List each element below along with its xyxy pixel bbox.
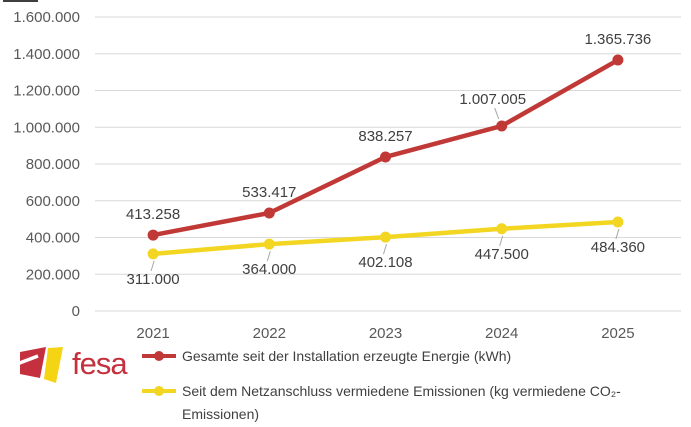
y-axis-tick-label: 1.600.000 — [13, 9, 80, 26]
legend-label-energy: Gesamte seit der Installation erzeugte E… — [182, 348, 512, 364]
series-energy: 413.258 533.417 838.257 1.007.005 1.365.736 — [126, 31, 651, 241]
legend-marker-emissions-icon — [142, 386, 176, 397]
chart-axes: 0 200.000 400.000 600.000 800.000 1.000.000 1.… — [13, 9, 681, 342]
y-axis-tick-label: 600.000 — [26, 193, 80, 210]
data-point-label: 447.500 — [475, 246, 529, 263]
y-axis-tick-label: 400.000 — [26, 230, 80, 247]
data-point-label: 402.108 — [358, 254, 412, 271]
y-axis-tick-label: 1.000.000 — [13, 119, 80, 136]
data-point-label: 1.365.736 — [585, 31, 652, 48]
data-point-marker — [380, 151, 391, 163]
data-point-label: 484.360 — [591, 239, 645, 256]
y-axis-tick-label: 800.000 — [26, 156, 80, 173]
data-point-label: 838.257 — [358, 128, 412, 145]
series-emissions: 311.000 364.000 402.108 447.500 484.360 — [127, 216, 645, 288]
fesa-logo-text: fesa — [72, 346, 128, 381]
energy-emissions-chart: 0 200.000 400.000 600.000 800.000 1.000.000 1.… — [13, 9, 681, 342]
data-point-marker — [496, 223, 508, 235]
data-point-marker — [147, 248, 159, 260]
legend-item-energy: Gesamte seit der Installation erzeugte E… — [142, 345, 687, 367]
data-point-marker — [263, 207, 275, 219]
legend-marker-energy-icon — [142, 351, 176, 361]
data-point-marker — [612, 54, 624, 66]
window-edge-artifact — [3, 0, 38, 2]
fesa-logo: fesa — [16, 346, 128, 384]
chart-legend: Gesamte seit der Installation erzeugte E… — [142, 345, 687, 425]
data-point-marker — [496, 120, 508, 132]
series-line — [150, 57, 621, 238]
x-axis-tick-label: 2022 — [253, 325, 286, 342]
y-axis-tick-label: 200.000 — [26, 266, 80, 283]
x-axis-tick-label: 2021 — [136, 325, 169, 342]
y-axis-tick-label: 1.200.000 — [13, 83, 80, 100]
data-point-label: 364.000 — [242, 261, 296, 278]
legend-label-emissions: Seit dem Netzanschluss vermiedene Emissi… — [182, 383, 621, 422]
legend-item-emissions: Seit dem Netzanschluss vermiedene Emissi… — [142, 380, 687, 425]
data-point-marker — [380, 231, 391, 243]
x-axis-tick-label: 2023 — [369, 325, 402, 342]
data-point-marker — [263, 238, 275, 250]
data-point-label: 533.417 — [242, 184, 296, 201]
x-axis-tick-label: 2024 — [485, 325, 518, 342]
data-point-marker — [147, 229, 159, 241]
fesa-logo-icon — [16, 347, 63, 383]
data-point-label: 1.007.005 — [459, 91, 526, 108]
y-axis-tick-label: 0 — [72, 303, 80, 320]
data-point-label: 413.258 — [126, 206, 180, 223]
y-axis-tick-label: 1.400.000 — [13, 46, 80, 63]
x-axis-tick-label: 2025 — [601, 325, 634, 342]
data-point-label: 311.000 — [127, 271, 180, 288]
data-point-marker — [612, 216, 624, 228]
